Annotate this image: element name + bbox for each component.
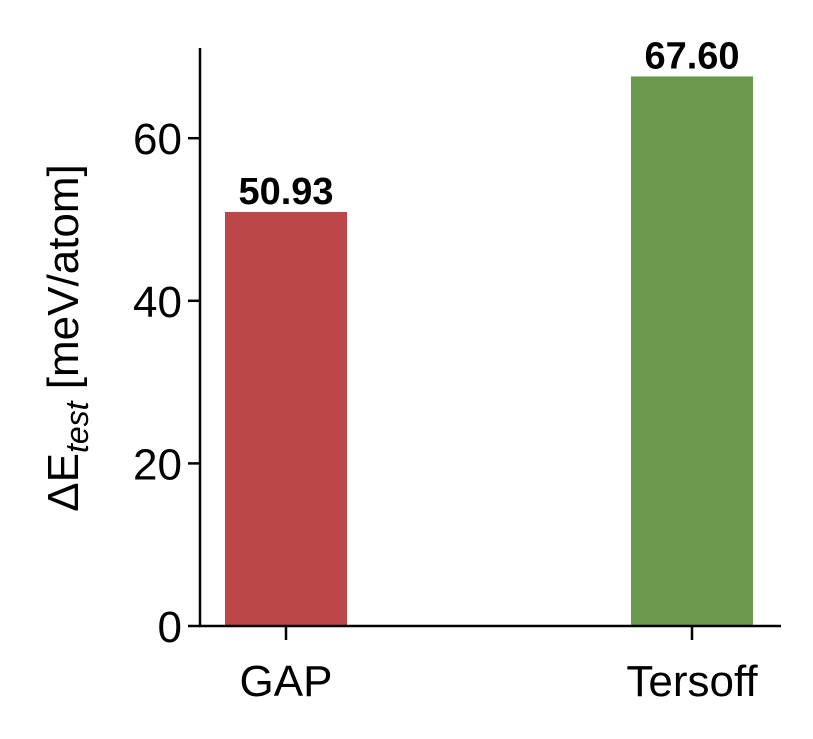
bar-tersoff [631,76,753,627]
y-ticks: 0 20 40 60 [133,115,200,652]
y-axis-label-subscript: test [59,400,95,453]
x-tick-label-tersoff: Tersoff [626,657,758,706]
x-ticks: GAP Tersoff [240,626,758,706]
y-tick-label: 0 [158,603,182,652]
bars [225,76,753,627]
value-label-gap: 50.93 [238,171,333,213]
y-axis-label: ΔEtest [meV/atom] [39,164,95,512]
y-tick-label: 60 [133,115,182,164]
value-label-tersoff: 67.60 [644,35,739,77]
y-tick-label: 40 [133,278,182,327]
y-tick-label: 20 [133,440,182,489]
bar-gap [225,211,347,627]
x-tick-label-gap: GAP [240,657,333,706]
value-labels: 50.93 67.60 [238,35,739,213]
